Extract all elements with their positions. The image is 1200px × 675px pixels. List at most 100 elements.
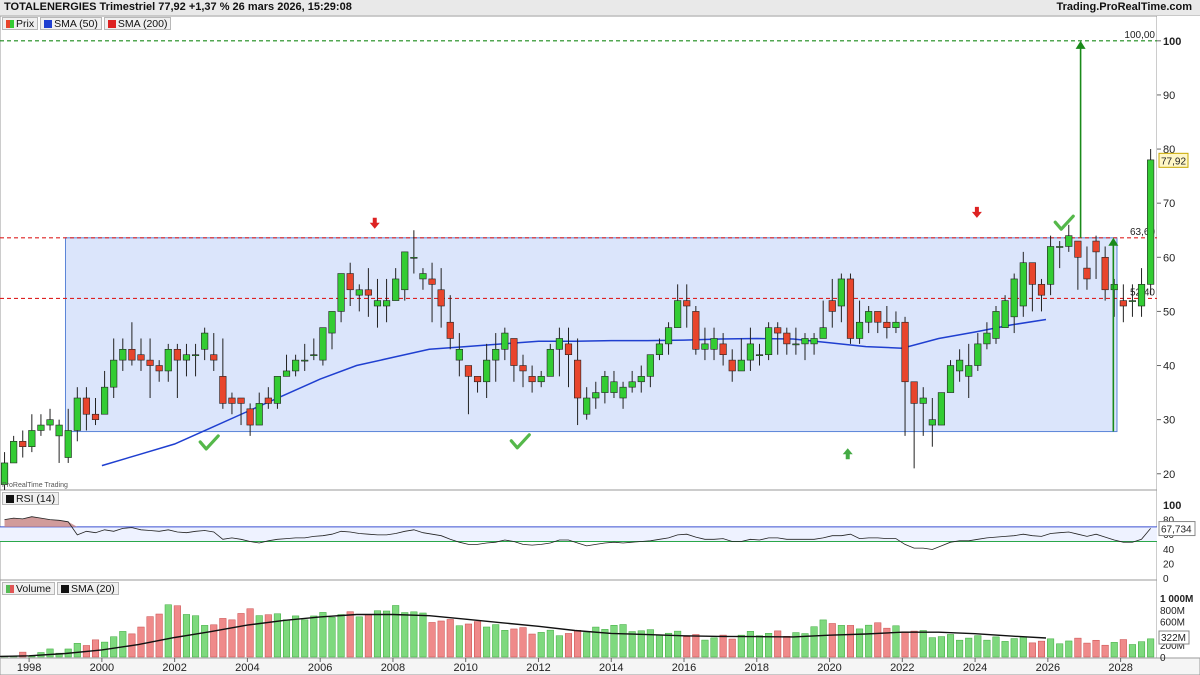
volume-bar xyxy=(619,624,627,658)
volume-last-label: 322M xyxy=(1161,633,1186,644)
price-tick-label: 50 xyxy=(1163,306,1175,318)
legend-volume[interactable]: Volume xyxy=(2,582,56,595)
candle xyxy=(728,349,736,382)
candle-body xyxy=(319,327,327,361)
candle xyxy=(228,392,236,415)
candle-body xyxy=(1101,256,1109,291)
volume-bar xyxy=(1119,639,1127,658)
volume-bar xyxy=(783,636,791,658)
candle xyxy=(73,387,81,442)
candle-body xyxy=(101,386,109,415)
volume-bar xyxy=(628,631,636,658)
candle xyxy=(492,333,500,382)
candle xyxy=(783,327,791,355)
volume-bar xyxy=(1138,641,1146,658)
volume-bar xyxy=(537,632,545,658)
volume-bar xyxy=(446,619,454,658)
candle-body xyxy=(755,354,764,357)
volume-bar xyxy=(137,626,145,658)
time-tick-label: 2020 xyxy=(817,662,841,674)
volume-bar xyxy=(646,629,654,658)
candle xyxy=(219,338,227,409)
volume-bar xyxy=(1101,644,1109,658)
blue-swatch-icon xyxy=(44,19,53,28)
volume-bar xyxy=(956,639,964,658)
candle-body xyxy=(765,327,773,356)
candle xyxy=(810,333,818,355)
candle xyxy=(246,403,254,436)
candle xyxy=(1028,262,1036,312)
volume-bar xyxy=(801,633,809,658)
legend-volume-sma[interactable]: SMA (20) xyxy=(57,582,119,595)
candle xyxy=(537,370,545,388)
legend-sma50-label: SMA (50) xyxy=(54,17,98,30)
candle xyxy=(383,278,391,323)
candle-body xyxy=(373,300,382,307)
candle xyxy=(1092,235,1100,279)
candle-body xyxy=(992,311,1000,339)
candle xyxy=(801,333,809,361)
volume-tick-label: 600M xyxy=(1160,618,1185,629)
candle xyxy=(146,338,154,398)
candle xyxy=(464,365,473,415)
candle-body xyxy=(219,376,227,404)
candle-body xyxy=(910,381,918,404)
candle xyxy=(82,387,90,431)
candle xyxy=(1010,273,1018,334)
candle-swatch-icon xyxy=(6,19,14,28)
candle xyxy=(510,338,518,382)
volume-bar xyxy=(464,623,472,658)
volume-bar xyxy=(1147,638,1155,658)
candle-body xyxy=(537,376,545,383)
volume-swatch-icon xyxy=(6,584,14,593)
price-legend: Prix SMA (50) SMA (200) xyxy=(2,17,172,30)
volume-tick-label: 0 xyxy=(1160,653,1166,664)
candle xyxy=(674,284,682,328)
volume-bar xyxy=(719,634,727,658)
candle xyxy=(610,370,618,398)
volume-bar xyxy=(583,632,591,658)
price-tick-label: 40 xyxy=(1163,361,1175,373)
candle-body xyxy=(601,376,609,393)
volume-bar xyxy=(655,635,663,658)
candle-body xyxy=(728,359,736,372)
candle-body xyxy=(564,343,573,356)
legend-rsi[interactable]: RSI (14) xyxy=(2,492,60,505)
legend-sma200[interactable]: SMA (200) xyxy=(103,17,172,30)
candle xyxy=(10,435,18,464)
volume-bar xyxy=(264,614,272,658)
rsi-legend: RSI (14) xyxy=(2,492,60,505)
candle xyxy=(155,360,163,382)
legend-price[interactable]: Prix xyxy=(2,17,39,30)
candle-body xyxy=(619,386,627,399)
legend-sma50[interactable]: SMA (50) xyxy=(40,17,102,30)
volume-bar xyxy=(319,612,327,658)
chart-title: TOTALENERGIES Trimestriel 77,92 +1,37 % … xyxy=(4,1,352,13)
candle-body xyxy=(892,321,900,328)
candle xyxy=(956,349,964,382)
candle xyxy=(110,338,118,398)
candle-body xyxy=(819,327,827,339)
candle xyxy=(1019,251,1027,317)
last-price-label: 77,92 xyxy=(1161,156,1186,167)
candle xyxy=(574,338,582,426)
rsi-tick-label: 20 xyxy=(1163,559,1175,570)
candle-body xyxy=(783,332,791,345)
volume-bar xyxy=(728,638,736,658)
volume-bar xyxy=(1110,642,1118,658)
candle xyxy=(592,381,600,409)
time-tick-label: 2002 xyxy=(162,662,186,674)
volume-bar xyxy=(219,618,227,658)
volume-bar xyxy=(410,611,418,658)
candle-body xyxy=(392,278,400,301)
price-tick-label: 60 xyxy=(1163,252,1175,264)
time-tick-label: 2010 xyxy=(453,662,477,674)
time-tick-label: 2026 xyxy=(1036,662,1060,674)
right-axis-panel xyxy=(1157,16,1200,658)
candle-body xyxy=(583,397,591,415)
box-height-arrow-head xyxy=(1108,237,1119,246)
volume-bar xyxy=(837,625,845,658)
brand-label[interactable]: Trading.ProRealTime.com xyxy=(1056,1,1192,13)
candle-body xyxy=(1001,300,1009,328)
